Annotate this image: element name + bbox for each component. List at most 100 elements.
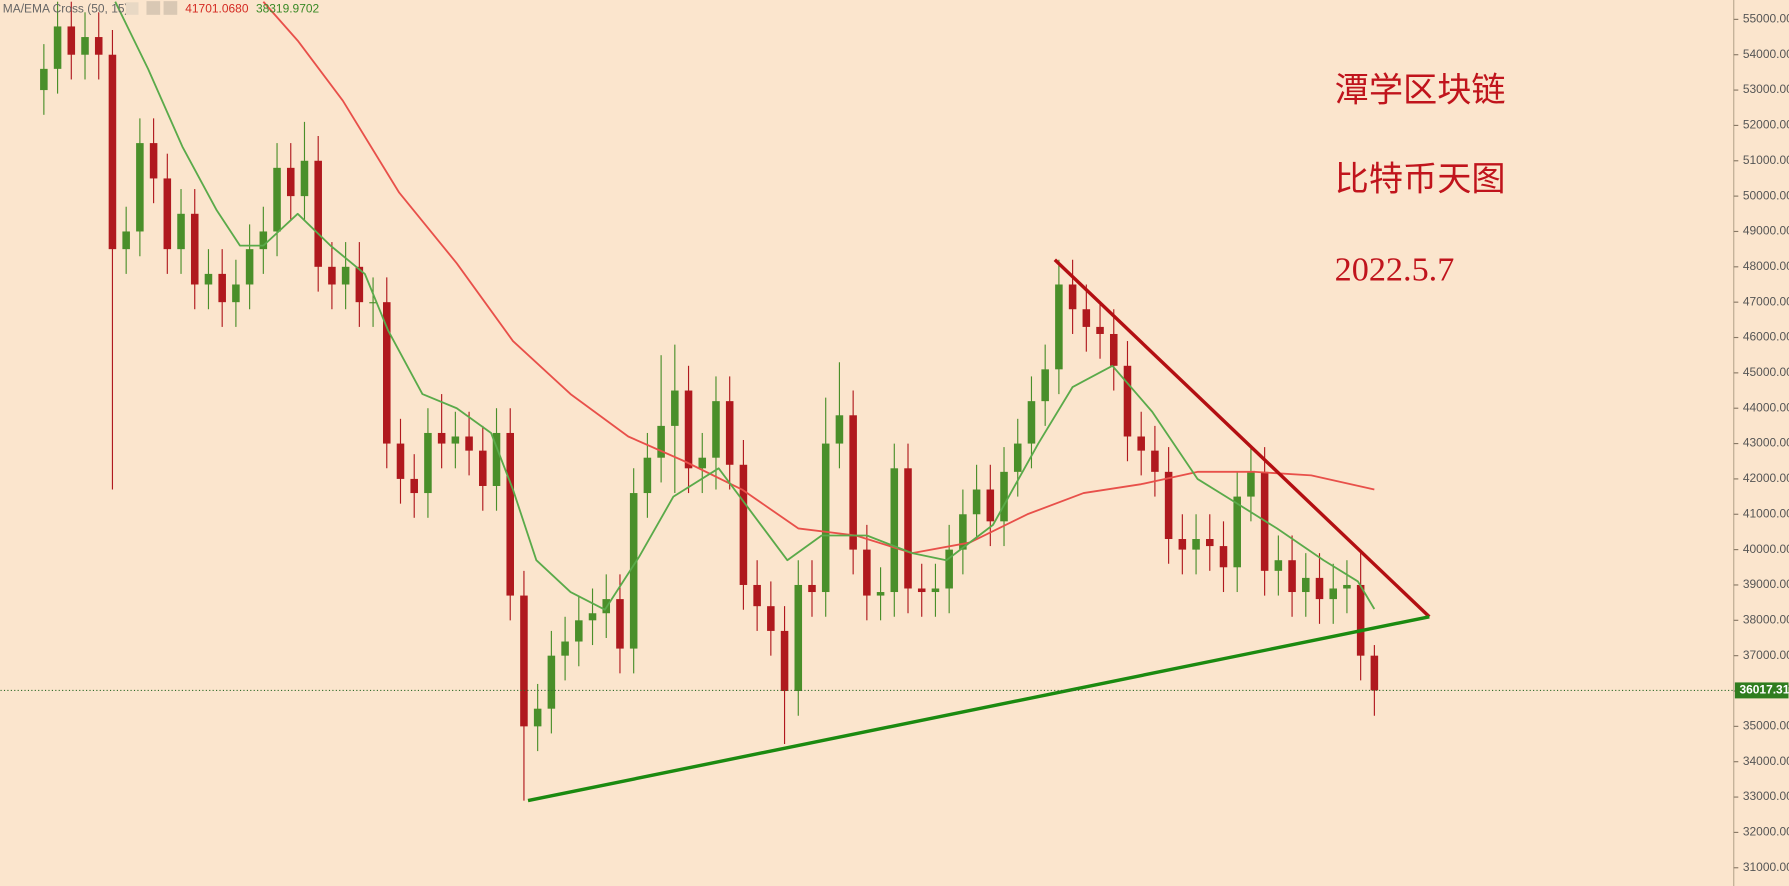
candle-body bbox=[492, 432, 501, 486]
candle-body bbox=[218, 273, 226, 303]
candle-body bbox=[890, 468, 899, 593]
candle-body bbox=[1288, 560, 1296, 593]
trend-line bbox=[1053, 258, 1431, 619]
close-icon[interactable] bbox=[163, 1, 178, 15]
y-tick-label: 34000.00 bbox=[1743, 754, 1789, 768]
candle-body bbox=[245, 249, 254, 285]
candle-body bbox=[808, 584, 816, 593]
candle-body bbox=[1151, 450, 1159, 472]
candle-body bbox=[657, 425, 665, 458]
candle-body bbox=[328, 266, 336, 285]
y-tick-label: 47000.00 bbox=[1743, 294, 1789, 308]
candle-body bbox=[1123, 365, 1132, 437]
candle-body bbox=[1178, 539, 1187, 550]
candle-body bbox=[383, 302, 391, 444]
moving-average-line bbox=[262, 1, 1375, 555]
y-tick-label: 43000.00 bbox=[1743, 436, 1789, 450]
ma-value: 41701.0680 bbox=[185, 1, 249, 15]
plot-area bbox=[0, 1, 1734, 803]
y-tick-label: 45000.00 bbox=[1743, 365, 1789, 379]
annotation: 比特币天图 bbox=[1335, 160, 1506, 198]
y-tick-label: 48000.00 bbox=[1743, 259, 1789, 273]
candle-body bbox=[177, 213, 185, 250]
candle-body bbox=[1219, 546, 1228, 568]
candle-body bbox=[959, 514, 967, 550]
candle-body bbox=[1192, 539, 1200, 550]
settings-icon[interactable] bbox=[125, 2, 139, 15]
y-tick-label: 53000.00 bbox=[1743, 82, 1789, 96]
candle-body bbox=[1164, 471, 1173, 540]
candle-body bbox=[917, 588, 926, 593]
candle-body bbox=[835, 415, 844, 444]
moving-average-line bbox=[114, 1, 1376, 611]
candle-body bbox=[94, 37, 103, 55]
candle-body bbox=[163, 178, 172, 250]
price-axis: 31000.00 32000.00 33000.00 34000.00 35000.00… bbox=[1733, 12, 1789, 874]
y-tick-label: 35000.00 bbox=[1743, 719, 1789, 733]
candle-body bbox=[1274, 560, 1283, 571]
y-tick-label: 51000.00 bbox=[1743, 153, 1789, 167]
candle-body bbox=[986, 489, 995, 522]
candle-body bbox=[1137, 436, 1145, 451]
hide-icon[interactable] bbox=[146, 1, 161, 15]
indicator-name: MA/EMA Cross (50, 15) bbox=[3, 1, 129, 15]
candle-body bbox=[863, 549, 871, 596]
candle-body bbox=[273, 167, 281, 232]
candle-body bbox=[1302, 577, 1310, 593]
y-tick-label: 38000.00 bbox=[1743, 612, 1789, 626]
candle-body bbox=[629, 493, 638, 649]
candle-body bbox=[341, 266, 350, 285]
y-tick-label: 44000.00 bbox=[1743, 400, 1789, 414]
y-tick-label: 33000.00 bbox=[1743, 789, 1789, 803]
candle-body bbox=[53, 26, 62, 69]
candle-body bbox=[259, 231, 268, 250]
candle-body bbox=[1013, 443, 1022, 472]
candle-body bbox=[725, 401, 734, 465]
y-tick-label: 49000.00 bbox=[1743, 224, 1789, 238]
candle-body bbox=[1370, 655, 1379, 691]
trend-line bbox=[527, 615, 1430, 803]
candle-body bbox=[684, 390, 693, 469]
candle-body bbox=[876, 592, 885, 596]
candle-body bbox=[1027, 401, 1036, 444]
candle-body bbox=[821, 443, 830, 593]
y-tick-label: 46000.00 bbox=[1743, 330, 1789, 344]
candle-body bbox=[739, 464, 748, 585]
candle-body bbox=[945, 549, 953, 589]
candle-body bbox=[1041, 369, 1049, 402]
candle-body bbox=[136, 143, 144, 232]
candle-body bbox=[314, 160, 322, 267]
candle-body bbox=[451, 436, 460, 444]
candle-body bbox=[300, 160, 309, 197]
candle-body bbox=[424, 432, 432, 494]
y-tick-label: 32000.00 bbox=[1743, 825, 1789, 839]
candle-body bbox=[1315, 577, 1324, 600]
candle-body bbox=[108, 54, 117, 250]
candle-body bbox=[1000, 471, 1008, 522]
candle-body bbox=[465, 436, 473, 451]
candle-body bbox=[40, 68, 48, 91]
candle-body bbox=[931, 588, 940, 593]
last-price-tag bbox=[1734, 682, 1789, 699]
y-tick-label: 41000.00 bbox=[1743, 506, 1789, 520]
y-tick-label: 31000.00 bbox=[1743, 860, 1789, 874]
candle-body bbox=[1109, 333, 1118, 366]
candle-body bbox=[232, 284, 240, 303]
candle-body bbox=[588, 613, 597, 621]
candle-body bbox=[506, 432, 514, 596]
candle-body bbox=[794, 584, 803, 692]
candle-body bbox=[753, 584, 761, 607]
candle-body bbox=[643, 457, 652, 494]
candle-body bbox=[547, 655, 556, 709]
candle-body bbox=[1356, 584, 1365, 656]
candle-body bbox=[1068, 284, 1077, 310]
annotation: 2022.5.7 bbox=[1335, 251, 1455, 288]
y-tick-label: 50000.00 bbox=[1743, 188, 1789, 202]
candle-body bbox=[1233, 496, 1241, 568]
y-tick-label: 52000.00 bbox=[1743, 118, 1789, 132]
candle-body bbox=[190, 213, 199, 285]
y-tick-label: 39000.00 bbox=[1743, 577, 1789, 591]
candle-body bbox=[1096, 326, 1104, 334]
